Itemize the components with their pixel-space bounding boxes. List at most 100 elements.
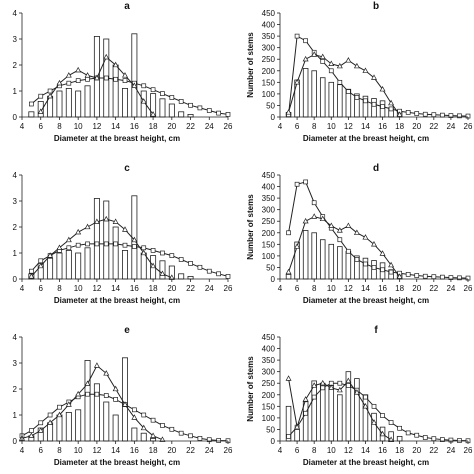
- data-point-triangle: [285, 109, 292, 115]
- data-point-square: [206, 108, 212, 113]
- data-point-square: [414, 432, 420, 438]
- x-tick-label: 12: [344, 446, 353, 455]
- data-point-square: [132, 244, 137, 249]
- x-tick-label: 14: [361, 284, 370, 293]
- bar: [294, 79, 300, 118]
- data-point-square: [388, 106, 394, 112]
- data-point-triangle: [371, 240, 377, 247]
- x-tick-label: 8: [57, 122, 62, 131]
- x-tick-label: 22: [186, 122, 195, 131]
- series-line-square: [288, 382, 469, 442]
- x-tick-label: 6: [39, 122, 44, 131]
- data-point-triangle: [311, 382, 318, 388]
- bar: [56, 414, 63, 442]
- x-tick-label: 20: [167, 284, 176, 293]
- x-tick-label: 4: [20, 284, 25, 293]
- y-tick-label: 4: [13, 171, 18, 180]
- x-tick-label: 10: [327, 122, 336, 131]
- x-tick-label: 26: [464, 284, 473, 293]
- bar: [319, 239, 326, 280]
- data-point-square: [47, 412, 53, 418]
- data-point-square: [178, 430, 184, 436]
- x-tick-label: 10: [327, 284, 336, 293]
- y-tick-label: 400: [262, 183, 276, 192]
- x-tick-label: 26: [464, 122, 473, 131]
- x-tick-label: 16: [378, 284, 387, 293]
- y-tick-label: 150: [262, 240, 276, 249]
- x-tick-label: 4: [20, 122, 25, 131]
- data-point-triangle: [353, 229, 360, 235]
- data-point-triangle: [103, 215, 110, 222]
- panel-label: c: [124, 163, 130, 174]
- data-point-square: [457, 113, 462, 119]
- bar: [75, 90, 82, 118]
- y-tick-label: 400: [262, 345, 276, 354]
- data-point-triangle: [396, 273, 403, 279]
- bar: [75, 252, 82, 280]
- data-point-triangle: [328, 384, 335, 390]
- data-point-triangle: [353, 389, 360, 395]
- bar: [328, 243, 335, 280]
- x-tick-label: 18: [395, 446, 404, 455]
- data-point-triangle: [294, 78, 301, 85]
- panel-label: d: [373, 163, 379, 174]
- x-tick-label: 8: [312, 446, 317, 455]
- series-line-triangle: [21, 364, 163, 441]
- data-point-triangle: [388, 99, 395, 106]
- data-point-square: [216, 438, 221, 443]
- data-point-triangle: [47, 92, 54, 99]
- data-point-triangle: [328, 222, 335, 228]
- bar: [362, 257, 369, 280]
- y-tick-label: 1: [13, 249, 18, 258]
- y-tick-label: 250: [262, 55, 276, 64]
- data-point-triangle: [131, 82, 138, 88]
- data-point-square: [397, 425, 402, 431]
- x-tick-label: 6: [39, 446, 44, 455]
- x-tick-label: 6: [295, 122, 300, 131]
- x-tick-label: 22: [429, 284, 438, 293]
- data-point-triangle: [140, 98, 147, 104]
- data-point-square: [303, 38, 308, 44]
- data-point-triangle: [122, 226, 128, 232]
- data-point-square: [311, 200, 317, 206]
- data-point-square: [160, 423, 165, 428]
- x-tick-label: 26: [464, 446, 473, 455]
- x-tick-label: 20: [412, 284, 421, 293]
- data-point-square: [47, 88, 53, 94]
- data-point-square: [320, 59, 326, 64]
- data-point-triangle: [47, 419, 54, 425]
- data-point-square: [405, 272, 411, 277]
- y-axis-label: Number of stems: [246, 32, 255, 98]
- bar: [302, 401, 309, 442]
- data-point-square: [371, 265, 377, 270]
- data-point-square: [38, 420, 44, 426]
- bar: [319, 77, 326, 118]
- x-tick-label: 24: [205, 122, 214, 131]
- x-tick-label: 14: [111, 446, 120, 455]
- y-tick-label: 0: [271, 275, 276, 284]
- data-point-triangle: [140, 249, 147, 256]
- y-tick-label: 100: [262, 252, 276, 261]
- x-tick-label: 20: [412, 122, 421, 131]
- x-axis-label: Diameter at the breast height, cm: [54, 134, 180, 143]
- bar: [345, 250, 352, 280]
- data-point-square: [388, 269, 394, 275]
- data-point-square: [440, 437, 445, 442]
- x-tick-label: 24: [205, 446, 214, 455]
- data-point-square: [431, 436, 437, 442]
- series-line-square: [31, 77, 229, 115]
- data-point-square: [169, 253, 175, 258]
- bar: [328, 81, 335, 118]
- data-point-triangle: [328, 60, 335, 66]
- bar: [178, 111, 185, 118]
- data-point-square: [85, 76, 90, 82]
- data-point-triangle: [302, 396, 309, 402]
- data-point-triangle: [56, 79, 63, 86]
- data-point-square: [94, 241, 100, 247]
- series-line-triangle: [288, 54, 401, 115]
- series-line-triangle: [30, 218, 173, 279]
- data-point-square: [150, 417, 156, 423]
- bar: [178, 273, 185, 280]
- data-point-square: [294, 181, 300, 187]
